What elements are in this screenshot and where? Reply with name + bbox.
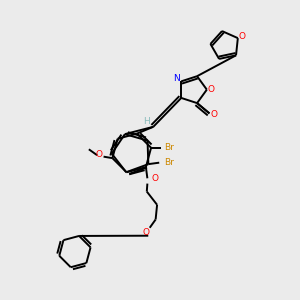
Text: Br: Br [164, 143, 174, 152]
Text: O: O [96, 150, 103, 159]
Text: O: O [152, 174, 159, 183]
Text: N: N [173, 74, 180, 83]
Text: Br: Br [164, 158, 174, 167]
Text: O: O [142, 228, 149, 237]
Text: O: O [211, 110, 218, 119]
Text: O: O [238, 32, 245, 41]
Text: H: H [143, 117, 150, 126]
Text: O: O [208, 85, 215, 94]
